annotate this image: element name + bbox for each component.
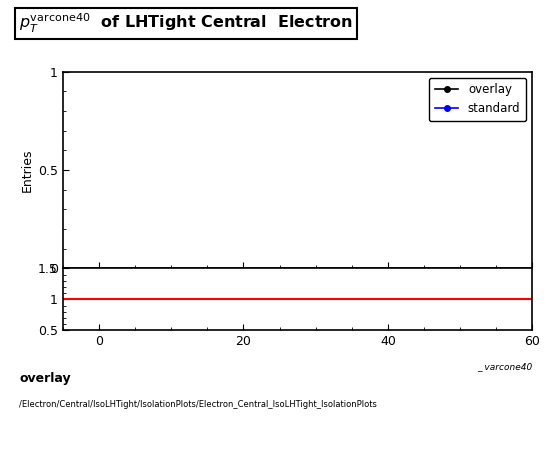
Y-axis label: Entries: Entries: [21, 148, 34, 192]
Legend: overlay, standard: overlay, standard: [429, 78, 526, 121]
Text: _ varcone40: _ varcone40: [477, 363, 532, 371]
Text: /Electron/Central/IsoLHTight/IsolationPlots/Electron_Central_IsoLHTight_Isolatio: /Electron/Central/IsoLHTight/IsolationPl…: [19, 400, 377, 408]
Text: $p_{T}^{\mathsf{varcone40}}$  of LHTight Central  Electron: $p_{T}^{\mathsf{varcone40}}$ of LHTight …: [19, 12, 353, 35]
Text: overlay: overlay: [19, 372, 71, 385]
